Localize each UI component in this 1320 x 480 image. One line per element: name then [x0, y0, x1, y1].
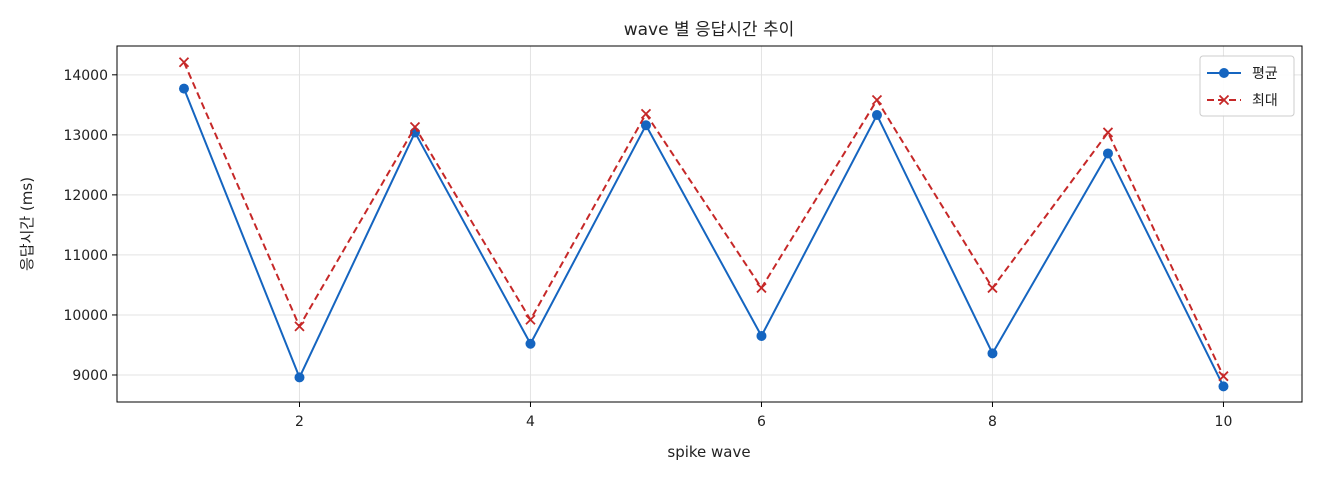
series-layer — [178, 57, 1229, 392]
series-line — [183, 88, 1225, 387]
legend-item: 평균 — [1207, 66, 1278, 82]
data-point — [178, 83, 189, 94]
legend-marker — [1218, 94, 1230, 106]
legend-item: 최대 — [1207, 93, 1278, 109]
series-2 — [178, 57, 1229, 382]
data-point — [640, 120, 651, 131]
data-point — [987, 348, 998, 359]
axes: 2 4 6 8 10 9000 10000 11000 12000 13000 14000 — [63, 45, 1303, 430]
data-point — [1102, 148, 1113, 159]
data-point — [987, 282, 998, 294]
data-point — [1218, 371, 1229, 382]
series-line — [183, 61, 1225, 377]
data-point — [1218, 381, 1229, 392]
x-tick-label: 6 — [757, 414, 766, 430]
legend-label: 최대 — [1252, 93, 1278, 109]
data-point — [178, 57, 190, 68]
x-tick-label: 2 — [295, 414, 304, 430]
data-point — [756, 330, 767, 341]
plot-frame — [116, 45, 1303, 403]
legend-label: 평균 — [1252, 66, 1278, 82]
y-tick-label: 11000 — [63, 248, 108, 264]
data-point — [294, 372, 305, 383]
x-tick-label: 8 — [988, 414, 997, 430]
data-point — [871, 94, 883, 106]
x-tick-label: 4 — [526, 414, 535, 430]
legend-marker — [1219, 68, 1229, 78]
y-tick-label: 13000 — [63, 128, 108, 144]
x-tick-label: 10 — [1215, 414, 1233, 430]
data-point — [1102, 127, 1114, 138]
data-point — [525, 338, 536, 349]
data-point — [294, 321, 305, 332]
y-tick-label: 12000 — [63, 188, 108, 204]
chart-title: wave 별 응답시간 추이 — [624, 20, 795, 40]
x-axis-label: spike wave — [667, 443, 750, 461]
y-tick-label: 10000 — [63, 308, 108, 324]
data-point — [871, 110, 882, 121]
y-tick-label: 14000 — [63, 68, 108, 84]
grid — [117, 46, 1302, 402]
data-point — [409, 121, 421, 133]
data-point — [756, 282, 767, 294]
data-point — [640, 108, 652, 119]
legend-box — [1199, 55, 1295, 117]
series-1 — [178, 83, 1229, 392]
y-tick-label: 9000 — [72, 368, 108, 384]
y-axis-label: 응답시간 (ms) — [18, 177, 36, 271]
data-point — [525, 314, 536, 325]
